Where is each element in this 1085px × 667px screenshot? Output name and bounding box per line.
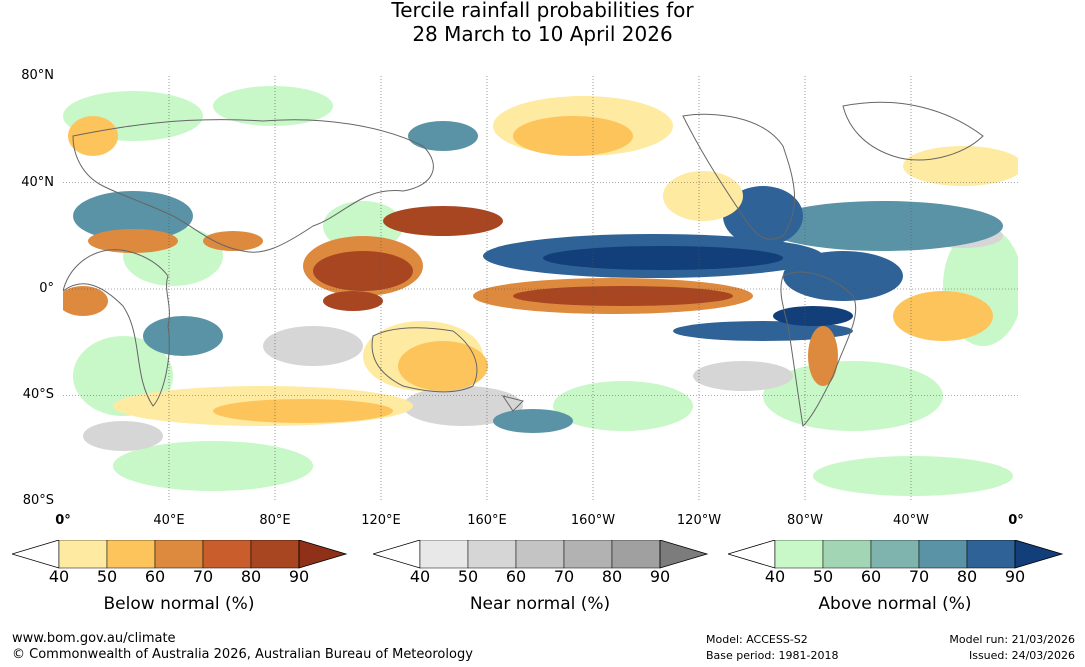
footer-url: www.bom.gov.au/climate (12, 631, 176, 646)
tick-below-60: 60 (144, 567, 166, 586)
tick-near-40: 40 (409, 567, 431, 586)
legend-title-near: Near normal (%) (469, 594, 611, 614)
above-normal-patches-mid (73, 121, 1003, 433)
lon-label-80w: 80°W (787, 513, 823, 528)
lat-label-80n: 80°N (21, 68, 54, 83)
footer-base-period: Base period: 1981-2018 (706, 649, 839, 662)
tick-near-90: 90 (649, 567, 671, 586)
footer-model-run: Model run: 21/03/2026 (949, 633, 1075, 646)
legend-above-ticks: 40 50 60 70 80 90 (728, 567, 1068, 587)
legend-near-normal (373, 540, 713, 574)
tick-near-70: 70 (553, 567, 575, 586)
tick-above-40: 40 (764, 567, 786, 586)
tick-below-40: 40 (48, 567, 70, 586)
lon-label-40w: 40°W (893, 513, 929, 528)
lon-label-120w: 120°W (676, 513, 722, 528)
tick-below-80: 80 (240, 567, 262, 586)
map-field (63, 76, 1018, 502)
colorbar-above-normal (728, 540, 1064, 569)
tick-near-60: 60 (505, 567, 527, 586)
lat-label-40s: 40°S (22, 387, 54, 402)
tick-near-80: 80 (601, 567, 623, 586)
tick-below-50: 50 (96, 567, 118, 586)
legend-below-ticks: 40 50 60 70 80 90 (12, 567, 352, 587)
lon-label-0-left: 0° (55, 513, 71, 528)
tick-above-80: 80 (956, 567, 978, 586)
above-normal-patches-darkest (543, 246, 853, 326)
tick-above-50: 50 (812, 567, 834, 586)
title-line-2: 28 March to 10 April 2026 (412, 22, 673, 46)
lon-label-160w: 160°W (570, 513, 616, 528)
tick-above-90: 90 (1004, 567, 1026, 586)
coastlines (63, 101, 984, 428)
below-normal-patches-darkest (313, 206, 733, 311)
colorbar-below-normal (12, 540, 348, 569)
footer-copyright: © Commonwealth of Australia 2026, Austra… (12, 647, 473, 662)
lon-label-40e: 40°E (153, 513, 185, 528)
footer-issued: Issued: 24/03/2026 (968, 649, 1075, 662)
lat-label-40n: 40°N (21, 175, 54, 190)
legend-above-normal (728, 540, 1068, 574)
colorbar-near-normal (373, 540, 709, 569)
lat-label-0: 0° (39, 281, 54, 296)
map-gridlines (63, 76, 1018, 502)
legend-near-ticks: 40 50 60 70 80 90 (373, 567, 713, 587)
near-normal-patches (83, 224, 1003, 451)
legend-below-normal (12, 540, 352, 574)
tick-below-70: 70 (192, 567, 214, 586)
tick-above-70: 70 (908, 567, 930, 586)
rainfall-probability-map (63, 76, 1018, 502)
legend-title-above: Above normal (%) (818, 594, 972, 614)
footer-model: Model: ACCESS-S2 (706, 633, 808, 646)
lon-label-0-right: 0° (1008, 513, 1024, 528)
map-title: Tercile rainfall probabilities for 28 Ma… (0, 0, 1085, 46)
tick-near-50: 50 (457, 567, 479, 586)
below-normal-patches-mid (68, 116, 993, 423)
legend-title-below: Below normal (%) (103, 594, 255, 614)
tick-below-90: 90 (288, 567, 310, 586)
lon-label-80e: 80°E (259, 513, 291, 528)
lon-label-160e: 160°E (467, 513, 507, 528)
lon-label-120e: 120°E (361, 513, 401, 528)
lat-label-80s: 80°S (22, 493, 54, 508)
tick-above-60: 60 (860, 567, 882, 586)
title-line-1: Tercile rainfall probabilities for (391, 0, 694, 22)
